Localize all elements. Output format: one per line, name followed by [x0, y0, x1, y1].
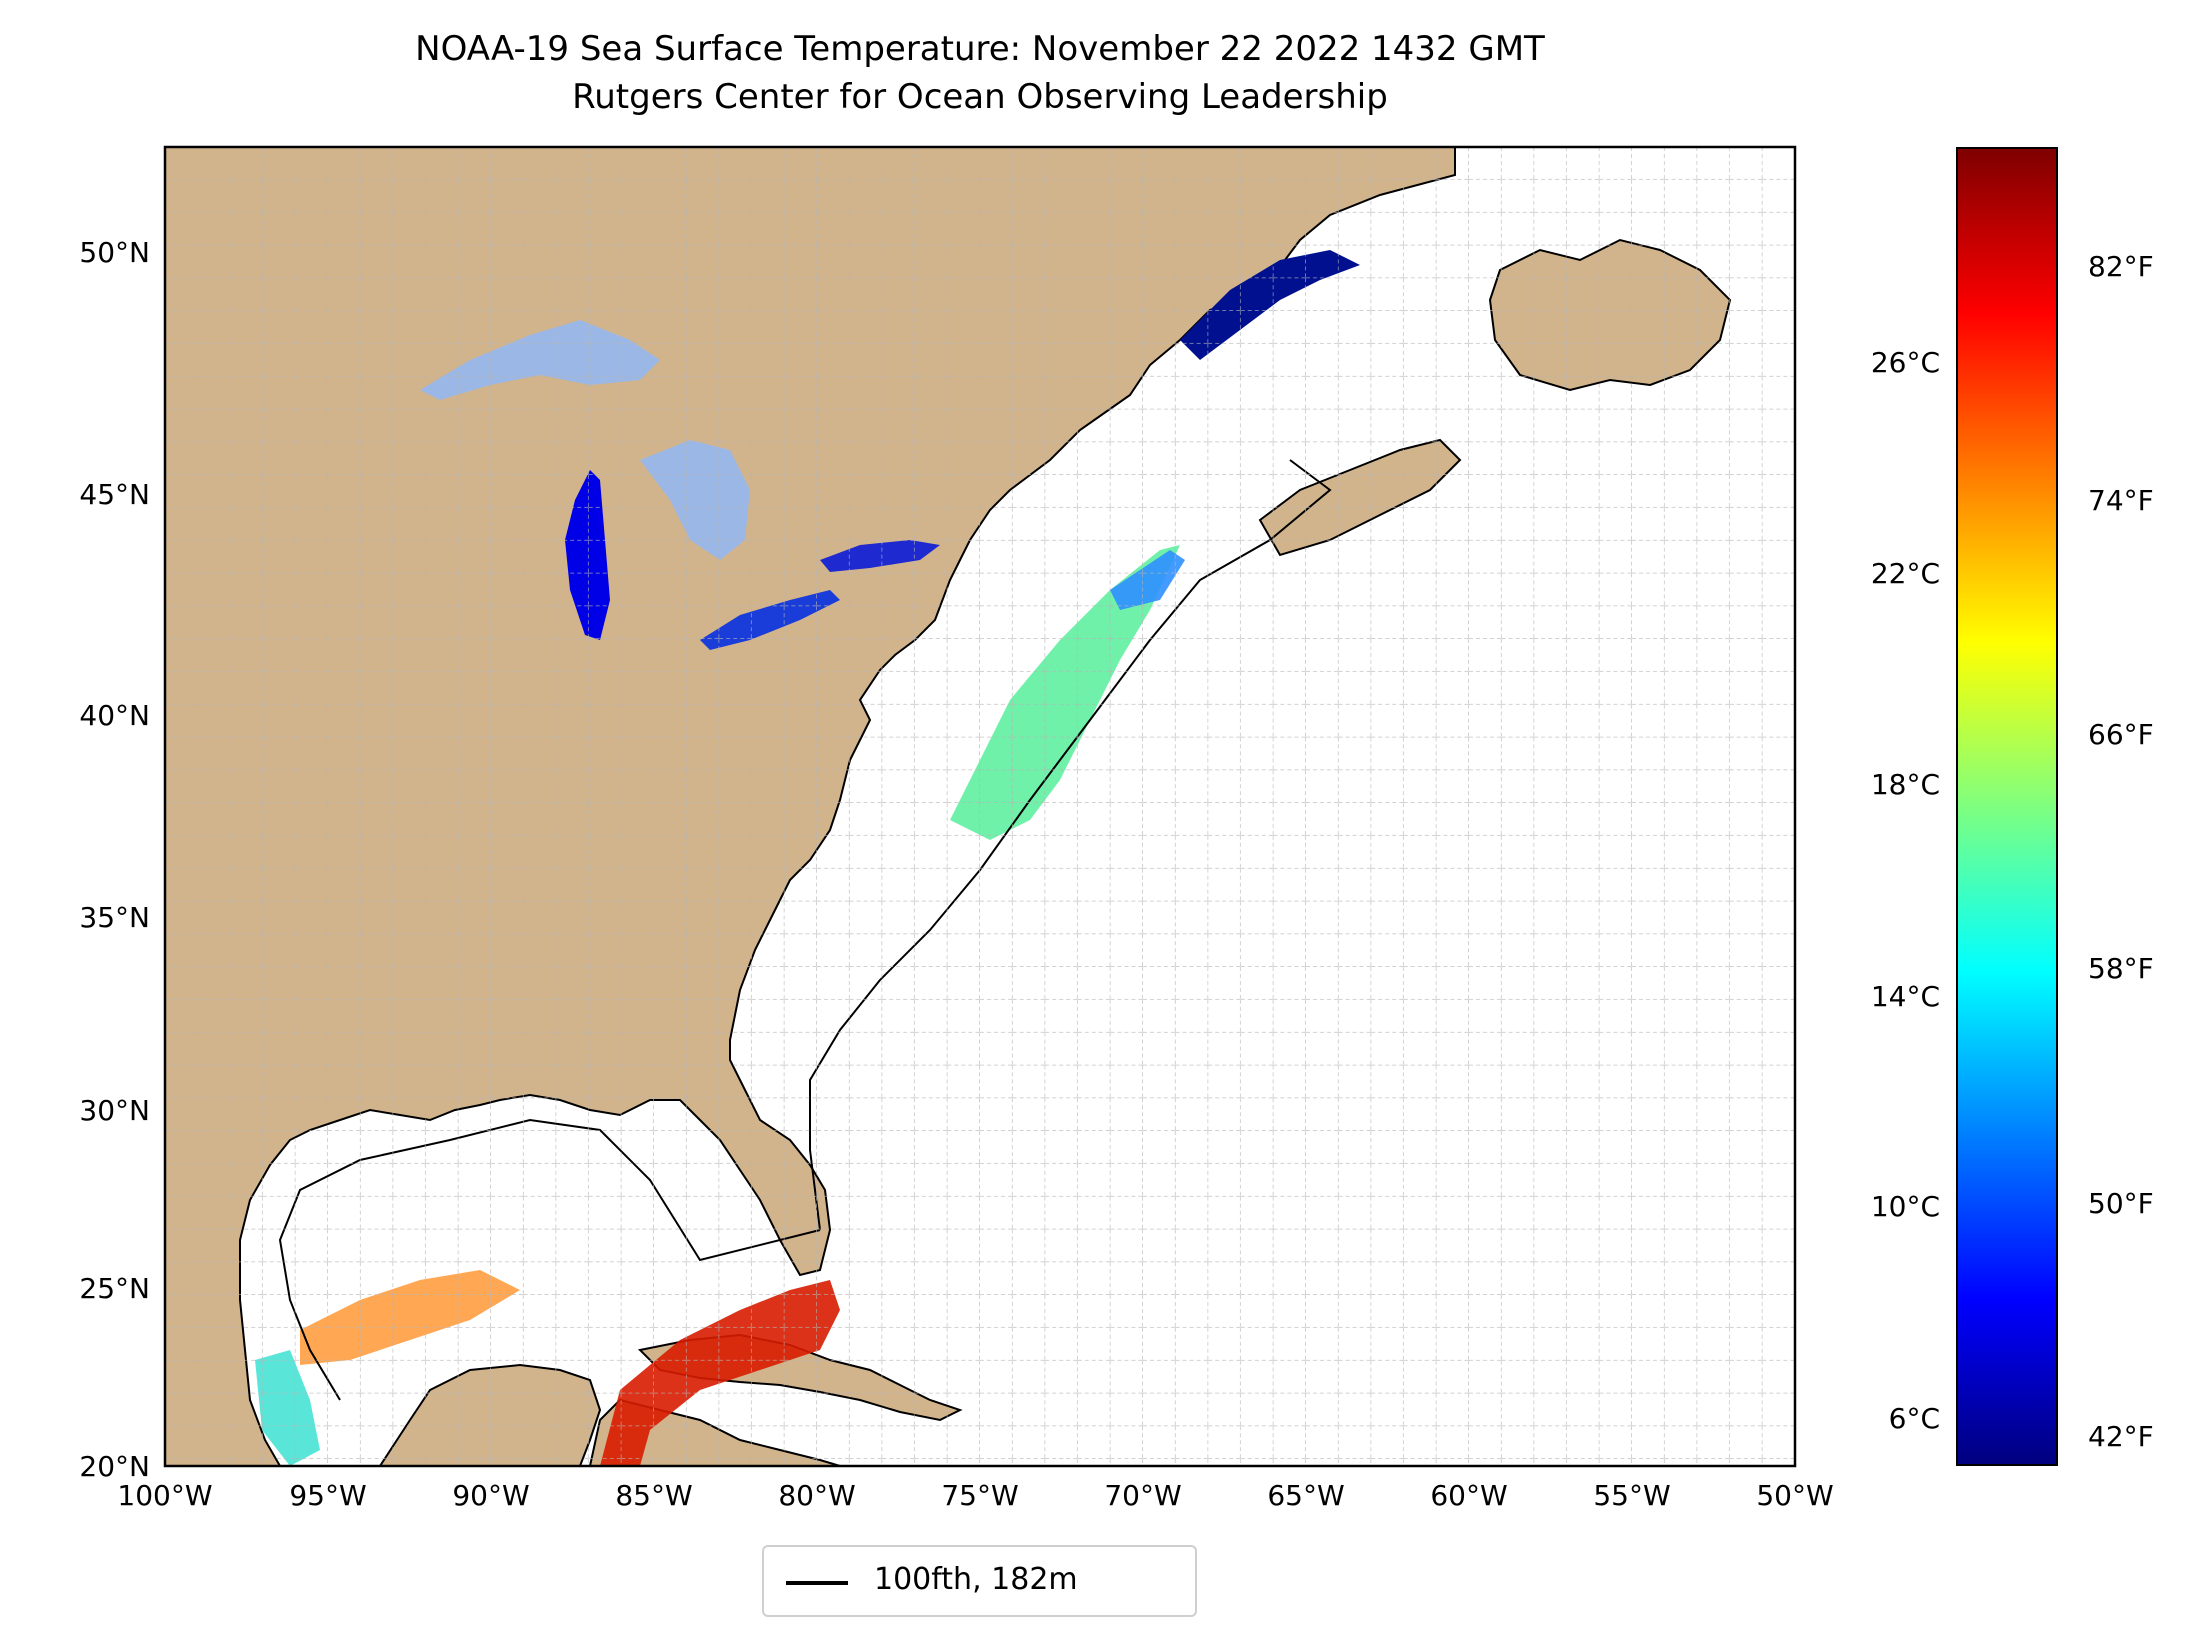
legend-line-swatch [786, 1581, 848, 1585]
map-subtitle: Rutgers Center for Ocean Observing Leade… [572, 77, 1388, 117]
celsius-tick-label: 14°C [1871, 980, 1940, 1013]
lon-tick-label: 70°W [1104, 1479, 1181, 1512]
lon-tick-label: 85°W [615, 1479, 692, 1512]
lon-tick-label: 50°W [1756, 1479, 1833, 1512]
colorbar-fahrenheit-ticks: 42°F 50°F 58°F 66°F 74°F 82°F [2088, 250, 2154, 1453]
map-gridlines [165, 147, 1795, 1466]
colorbar-celsius-ticks: 6°C 10°C 14°C 18°C 22°C 26°C [1871, 346, 1940, 1435]
celsius-tick-label: 6°C [1889, 1402, 1940, 1435]
lat-tick-label: 50°N [79, 236, 150, 269]
celsius-tick-label: 10°C [1871, 1190, 1940, 1223]
lat-tick-label: 20°N [79, 1450, 150, 1483]
lon-tick-label: 65°W [1267, 1479, 1344, 1512]
lon-tick-label: 100°W [117, 1479, 212, 1512]
lon-tick-label: 80°W [778, 1479, 855, 1512]
fahrenheit-tick-label: 82°F [2088, 250, 2154, 283]
map-title: NOAA-19 Sea Surface Temperature: Novembe… [415, 29, 1545, 69]
fahrenheit-tick-label: 74°F [2088, 484, 2154, 517]
celsius-tick-label: 22°C [1871, 557, 1940, 590]
lat-tick-label: 35°N [79, 901, 150, 934]
lat-tick-label: 40°N [79, 699, 150, 732]
fahrenheit-tick-label: 42°F [2088, 1420, 2154, 1453]
temperature-colorbar [1956, 147, 2058, 1466]
map-legend: 100fth, 182m [762, 1545, 1197, 1617]
legend-label: 100fth, 182m [874, 1562, 1078, 1597]
celsius-tick-label: 26°C [1871, 346, 1940, 379]
fahrenheit-tick-label: 66°F [2088, 718, 2154, 751]
lon-tick-label: 95°W [289, 1479, 366, 1512]
lat-tick-label: 25°N [79, 1272, 150, 1305]
fahrenheit-tick-label: 50°F [2088, 1187, 2154, 1220]
lon-tick-label: 75°W [941, 1479, 1018, 1512]
celsius-tick-label: 18°C [1871, 768, 1940, 801]
map-area [165, 147, 1795, 1466]
lat-tick-label: 45°N [79, 478, 150, 511]
lat-tick-labels: 20°N 25°N 30°N 35°N 40°N 45°N 50°N [79, 236, 150, 1483]
lon-tick-label: 55°W [1593, 1479, 1670, 1512]
lon-tick-label: 90°W [452, 1479, 529, 1512]
lon-tick-labels: 100°W 95°W 90°W 85°W 80°W 75°W 70°W 65°W… [117, 1479, 1833, 1512]
fahrenheit-tick-label: 58°F [2088, 952, 2154, 985]
map-frame [163, 145, 1797, 1468]
lon-tick-label: 60°W [1430, 1479, 1507, 1512]
lat-tick-label: 30°N [79, 1094, 150, 1127]
